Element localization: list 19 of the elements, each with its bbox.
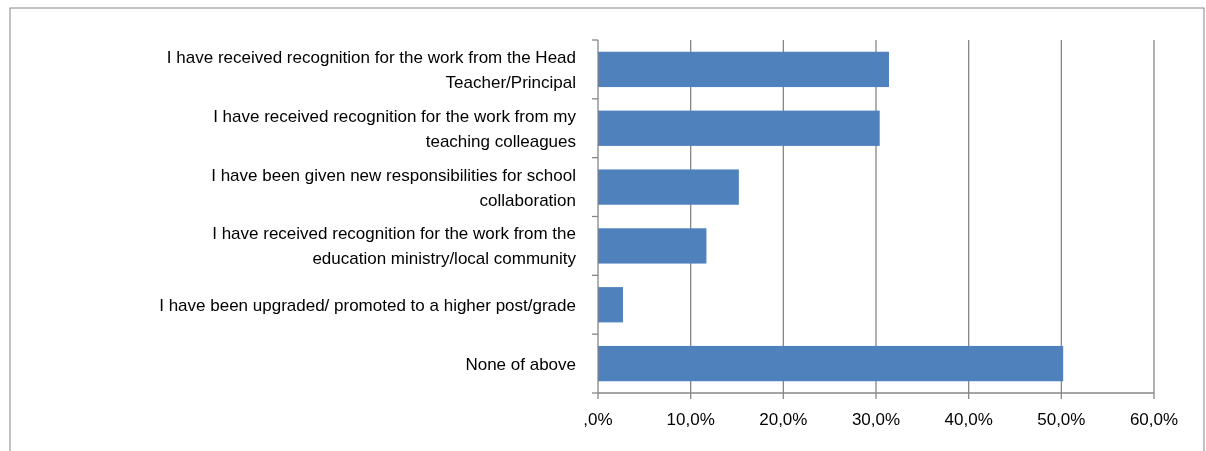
bar <box>598 51 889 88</box>
bar <box>598 287 624 323</box>
y-tick-label: I have been upgraded/ promoted to a higher post/grade <box>159 295 576 315</box>
bar <box>598 228 707 264</box>
x-tick-label: 10,0% <box>666 410 715 429</box>
x-tick-label: 30,0% <box>851 410 901 429</box>
bar <box>598 345 1064 382</box>
y-tick-label: I have received recognition for the work from the education ministry/local community <box>212 224 577 269</box>
x-tick-label: 20,0% <box>759 410 808 429</box>
x-tick-label: 40,0% <box>944 410 993 429</box>
bar <box>598 169 739 205</box>
x-tick-label: 50,0% <box>1037 410 1086 429</box>
x-tick-label: 60,0% <box>1129 410 1179 429</box>
y-tick-label: I have received recognition for the work from the Head Teacher/Principal <box>166 47 576 92</box>
y-tick-label: I have been given new responsibilities for school collaboration <box>211 165 576 210</box>
y-tick-label: I have received recognition for the work from my teaching colleagues <box>213 106 577 151</box>
bar <box>598 110 880 146</box>
x-tick-label: ,0% <box>583 410 613 429</box>
y-tick-label: None of above <box>465 354 576 374</box>
